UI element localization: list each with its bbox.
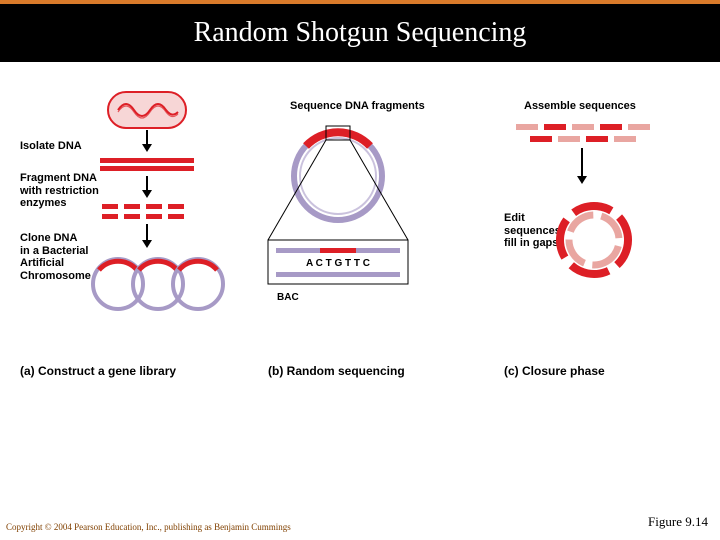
sequence-text: A C T G T T C <box>306 258 370 269</box>
assembled-circle <box>550 196 637 283</box>
page-title: Random Shotgun Sequencing <box>194 17 527 49</box>
title-band: Random Shotgun Sequencing <box>0 0 720 62</box>
figure-reference: Figure 9.14 <box>648 514 708 530</box>
diagram-svg: A C T G T T C <box>0 62 720 382</box>
copyright-text: Copyright © 2004 Pearson Education, Inc.… <box>6 522 291 532</box>
diagram-area: Isolate DNA Fragment DNA with restrictio… <box>0 62 720 482</box>
